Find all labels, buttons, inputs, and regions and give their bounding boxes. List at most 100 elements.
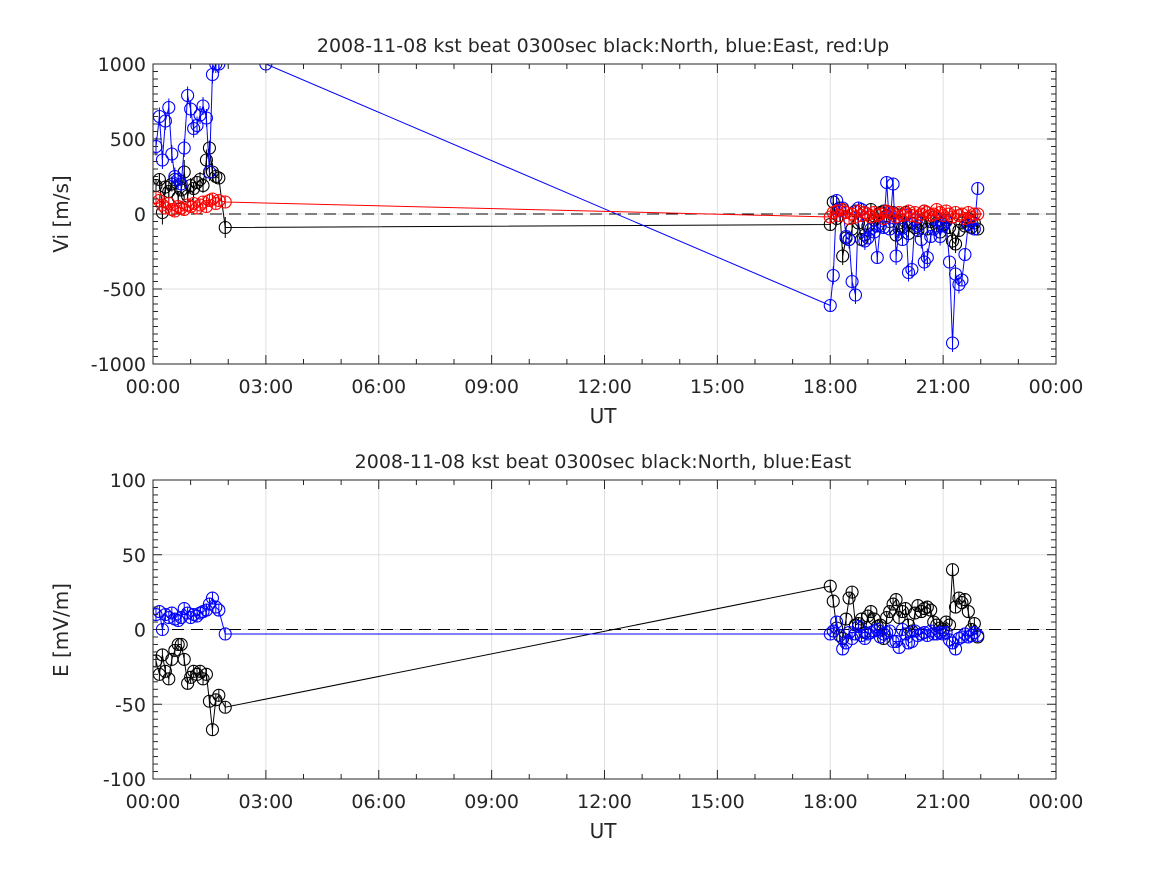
efield-series-0-point [174,637,188,652]
efield-series-0-point [205,723,219,737]
efield-series-0-point [886,597,900,611]
efield-xtick-label: 21:00 [916,791,971,813]
velocity-series-1-point [886,177,900,191]
velocity-series-0-point [945,234,960,248]
efield-xtick-label: 00:00 [126,791,181,813]
velocity-xtick-label: 21:00 [916,376,971,398]
velocity-ytick-label: -500 [103,279,146,301]
velocity-series-1-point [158,114,172,128]
velocity-series-1-point [842,232,856,247]
efield-series-0-point [942,618,957,632]
efield-ytick-label: 100 [110,470,146,492]
efield-series-0-point [883,605,897,619]
velocity-series-1-point [171,172,185,187]
efield-series-0-point [158,664,172,678]
velocity-series-1-point [971,181,985,196]
velocity-panel-xlabel: UT [590,404,618,428]
velocity-series-1-point [914,232,928,247]
efield-xtick-label: 03:00 [238,791,293,813]
efield-series-1-point [939,625,953,640]
velocity-series-1-point [967,222,981,236]
velocity-panel: 2008-11-08 kst beat 0300sec black:North,… [49,35,1083,428]
velocity-series-1-point [924,229,938,244]
velocity-series-1-point [920,250,934,265]
velocity-series-1-point [933,229,947,244]
velocity-xtick-label: 15:00 [690,376,745,398]
velocity-series-1-point [196,99,210,113]
efield-xtick-label: 06:00 [351,791,406,813]
efield-panel: 2008-11-08 kst beat 0300sec black:North,… [49,451,1083,843]
efield-xtick-label: 18:00 [803,791,858,813]
velocity-series-1-point [839,229,853,244]
efield-xtick-label: 12:00 [577,791,632,813]
velocity-ytick-label: 1000 [98,54,146,76]
velocity-series-0-point [948,237,963,251]
velocity-series-1-point [177,141,191,155]
efield-ytick-label: 50 [122,545,146,567]
efield-ytick-label: 0 [134,620,146,642]
efield-series-1-point [851,619,866,634]
efield-xtick-label: 00:00 [1029,791,1084,813]
velocity-series-0-line [155,147,979,257]
efield-series-1-point [971,628,985,643]
efield-xtick-label: 09:00 [464,791,519,813]
velocity-xtick-label: 03:00 [238,376,293,398]
velocity-series-1-point [958,247,972,262]
efield-series-1-point [942,633,957,647]
velocity-xtick-label: 09:00 [464,376,519,398]
efield-series-0-point [864,605,878,619]
velocity-series-1-point [870,250,884,265]
velocity-xtick-label: 18:00 [803,376,858,398]
velocity-series-1-point [889,249,903,263]
velocity-panel-title: 2008-11-08 kst beat 0300sec black:North,… [317,35,889,57]
velocity-series-1-point [187,121,201,136]
efield-series-0-point [199,667,213,681]
efield-xtick-label: 15:00 [690,791,745,813]
velocity-series-1-point [826,268,840,283]
velocity-series-1-point [165,147,179,161]
velocity-series-1-point [184,102,198,116]
velocity-series-0-point [836,249,850,263]
velocity-ytick-label: 0 [134,204,146,226]
velocity-series-1-point [883,222,897,236]
efield-series-1-point [895,622,910,637]
efield-series-1-point [833,628,847,643]
velocity-series-1-point [209,64,223,71]
velocity-series-1-point [945,336,960,350]
velocity-series-1-point [917,255,931,269]
efield-series-0-point [958,593,972,607]
efield-series-0-point [955,596,969,610]
velocity-series-1-point [202,165,216,179]
velocity-series-1-point [162,100,176,115]
velocity-series-1-point [952,277,966,292]
velocity-series-2-point [218,195,232,209]
velocity-series-1-point [905,262,919,277]
efield-series-1-point [218,627,232,641]
velocity-series-1-point [199,111,213,125]
velocity-series-0-point [193,172,207,187]
efield-series-0-point [162,672,176,686]
efield-series-1-point [205,591,219,605]
efield-series-group [153,563,985,737]
efield-series-0-point [920,600,934,614]
velocity-series-1-point [190,118,204,133]
efield-series-0-point [845,585,859,599]
efield-series-0-point [961,605,975,619]
efield-series-0-point [889,593,903,607]
efield-series-0-point [181,676,195,690]
efield-series-1-point [845,631,859,646]
velocity-xtick-label: 12:00 [577,376,632,398]
velocity-xtick-label: 00:00 [1029,376,1084,398]
efield-series-0-point [212,688,226,702]
efield-series-1-point [171,613,185,628]
efield-ytick-label: -100 [103,769,146,791]
efield-series-0-point [826,594,840,608]
efield-series-1-point [898,627,913,641]
velocity-series-1-point [848,288,863,302]
velocity-series-1-point [901,265,916,280]
velocity-series-2-point [209,196,223,211]
velocity-series-1-point [955,273,969,287]
velocity-series-1-point [895,232,910,247]
velocity-series-0-point [212,171,226,185]
